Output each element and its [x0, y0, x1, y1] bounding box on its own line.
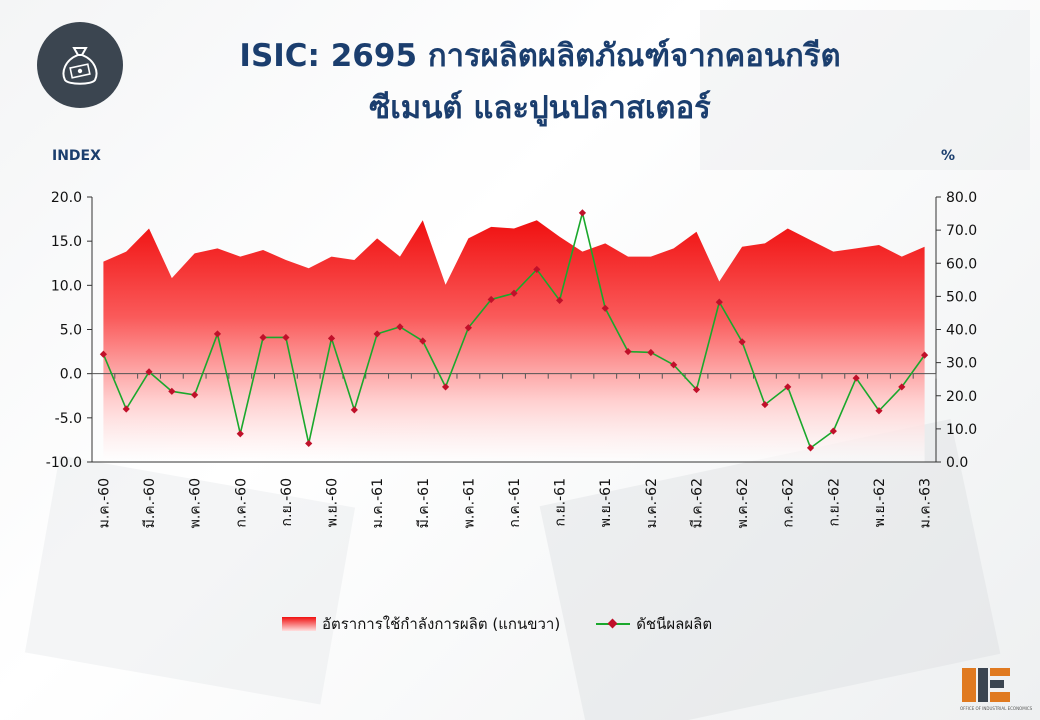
x-tick-label: ก.ค.-60 [233, 478, 249, 528]
index-point [692, 385, 701, 394]
index-point [761, 400, 769, 409]
x-tick-label: พ.ค.-61 [461, 478, 477, 528]
left-tick-label: -5.0 [55, 411, 82, 427]
x-tick-label: ก.ย.-60 [279, 478, 295, 526]
index-point [441, 383, 450, 391]
index-point [122, 405, 130, 413]
index-point [350, 406, 358, 414]
x-tick-label: มี.ค.-62 [689, 478, 705, 528]
index-point [533, 265, 541, 274]
left-tick-label: 15.0 [51, 234, 82, 250]
index-point [99, 350, 108, 358]
index-point [487, 295, 495, 304]
left-tick-label: -10.0 [46, 455, 82, 471]
right-tick-label: 10.0 [946, 422, 977, 438]
index-point [464, 324, 472, 332]
index-point [259, 333, 267, 342]
index-point [920, 351, 929, 359]
index-point [852, 374, 860, 382]
x-tick-label: มี.ค.-60 [142, 478, 158, 528]
index-point [738, 338, 746, 346]
capacity-area [103, 220, 925, 462]
index-point [419, 337, 427, 345]
index-point [191, 391, 199, 399]
index-point [510, 289, 518, 297]
index-point [396, 323, 404, 331]
index-point [647, 348, 655, 357]
right-tick-label: 60.0 [946, 256, 977, 272]
right-tick-label: 20.0 [946, 389, 977, 405]
index-point [282, 333, 290, 342]
left-tick-label: 10.0 [51, 278, 82, 294]
chart-title: ISIC: 2695 การผลิตผลิตภัณฑ์จากคอนกรีต ซี… [160, 30, 920, 134]
legend-swatch-area [282, 617, 316, 631]
x-tick-label: ม.ค.-60 [96, 478, 112, 528]
x-tick-label: ม.ค.-61 [370, 478, 386, 528]
left-axis-label: INDEX [52, 148, 101, 164]
x-tick-label: ม.ค.-63 [918, 478, 934, 528]
legend-item-index: ดัชนีผลผลิต [596, 612, 712, 636]
index-point [784, 383, 792, 391]
x-tick-label: พ.ค.-60 [188, 478, 204, 528]
right-tick-label: 30.0 [946, 356, 977, 372]
right-axis-label: % [941, 148, 956, 164]
index-point [145, 368, 153, 376]
right-tick-label: 40.0 [946, 323, 977, 339]
title-line-2: ซีเมนต์ และปูนปลาสเตอร์ [369, 90, 711, 126]
right-tick-label: 0.0 [946, 455, 968, 471]
money-bag-icon [62, 47, 98, 85]
index-point [236, 430, 244, 438]
index-point [168, 387, 176, 395]
index-point [601, 304, 609, 312]
right-tick-label: 70.0 [946, 223, 977, 239]
index-point [305, 439, 313, 448]
x-tick-label: มี.ค.-61 [416, 478, 432, 528]
legend-label-capacity: อัตราการใช้กำลังการผลิต (แกนขวา) [322, 615, 561, 633]
left-tick-label: 5.0 [60, 323, 82, 339]
index-point [715, 298, 723, 306]
index-point [556, 296, 564, 304]
legend-swatch-line [596, 617, 631, 631]
x-tick-label: พ.ค.-62 [735, 478, 751, 528]
legend-item-capacity: อัตราการใช้กำลังการผลิต (แกนขวา) [282, 612, 560, 636]
index-point [213, 330, 222, 338]
left-tick-label: 20.0 [51, 190, 82, 206]
index-point [829, 427, 837, 435]
index-point [806, 444, 815, 452]
title-line-1: ISIC: 2695 การผลิตผลิตภัณฑ์จากคอนกรีต [239, 38, 841, 74]
left-tick-label: 0.0 [60, 367, 82, 383]
legend-label-index: ดัชนีผลผลิต [636, 615, 713, 633]
logo-badge [37, 22, 123, 108]
x-tick-label: พ.ย.-62 [872, 478, 888, 527]
right-tick-label: 50.0 [946, 289, 977, 305]
legend: อัตราการใช้กำลังการผลิต (แกนขวา) ดัชนีผล… [282, 612, 748, 636]
index-point [578, 209, 587, 217]
right-tick-label: 80.0 [946, 190, 977, 206]
index-point [898, 383, 906, 391]
oie-logo-text: OFFICE OF INDUSTRIAL ECONOMICS [960, 706, 1033, 711]
index-point [875, 407, 883, 415]
x-tick-label: ม.ค.-62 [644, 478, 660, 528]
index-point [373, 330, 381, 338]
index-point [327, 334, 336, 342]
index-point [624, 347, 632, 356]
index-point [670, 361, 678, 369]
x-tick-label: ก.ค.-62 [781, 478, 797, 528]
x-tick-label: พ.ย.-60 [325, 478, 341, 527]
x-tick-label: ก.ค.-61 [507, 478, 523, 528]
x-tick-label: พ.ย.-61 [598, 478, 614, 527]
x-tick-label: ก.ย.-61 [553, 478, 569, 526]
x-tick-label: ก.ย.-62 [826, 478, 842, 526]
oie-logo [962, 668, 1010, 702]
